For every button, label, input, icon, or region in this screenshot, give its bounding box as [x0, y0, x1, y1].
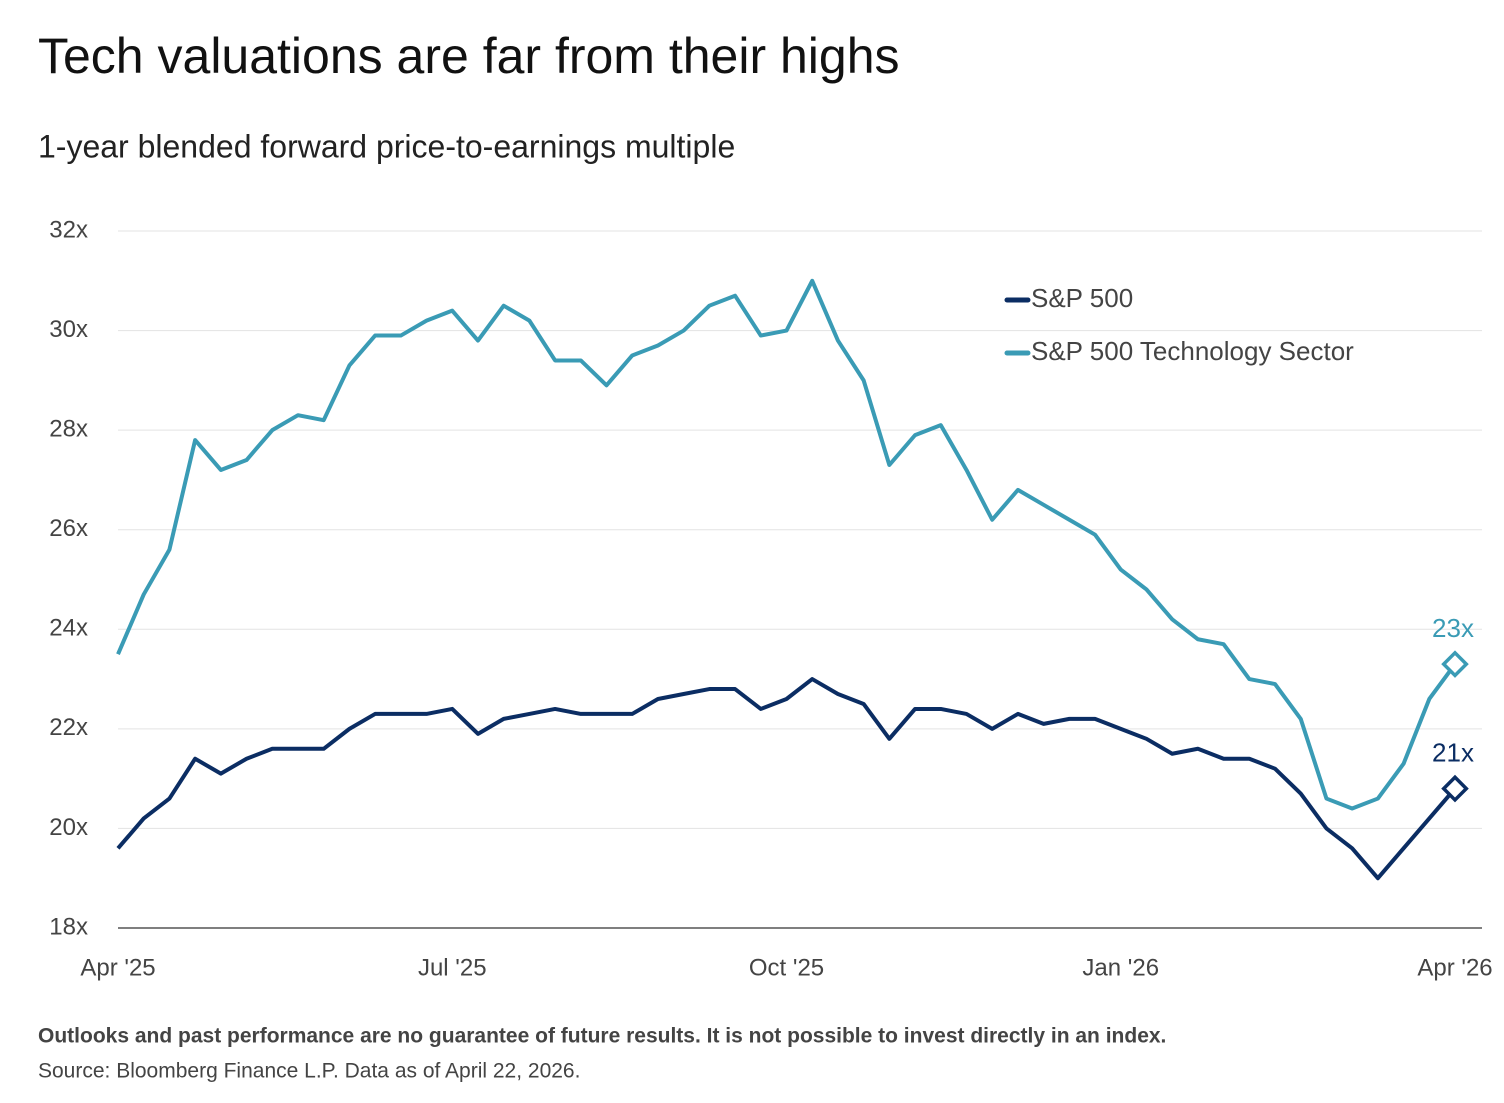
source: Source: Bloomberg Finance L.P. Data as o…: [38, 1060, 580, 1083]
x-tick-label: Apr '25: [80, 954, 155, 981]
end-marker: [1441, 774, 1469, 803]
y-tick-label: 28x: [49, 415, 88, 442]
footnote: Outlooks and past performance are no gua…: [38, 1025, 1166, 1048]
y-tick-label: 26x: [49, 515, 88, 542]
y-tick-label: 24x: [49, 615, 88, 642]
end-label: 21x: [1432, 737, 1474, 767]
x-tick-label: Jan '26: [1082, 954, 1159, 981]
chart-title: Tech valuations are far from their highs: [38, 28, 900, 84]
legend-label: S&P 500: [1031, 283, 1133, 313]
y-tick-label: 22x: [49, 714, 88, 741]
x-tick-label: Apr '26: [1417, 954, 1492, 981]
x-tick-label: Jul '25: [418, 954, 487, 981]
series-line: [116, 278, 1457, 811]
x-tick-label: Oct '25: [749, 954, 824, 981]
y-tick-label: 32x: [49, 216, 88, 243]
chart-subtitle: 1-year blended forward price-to-earnings…: [38, 128, 735, 164]
end-label: 23x: [1432, 613, 1474, 643]
end-marker: [1441, 650, 1469, 678]
series-line: [116, 677, 1457, 881]
y-tick-label: 30x: [49, 316, 88, 343]
y-tick-label: 18x: [49, 913, 88, 940]
legend-label: S&P 500 Technology Sector: [1031, 336, 1354, 366]
y-tick-label: 20x: [49, 814, 88, 841]
